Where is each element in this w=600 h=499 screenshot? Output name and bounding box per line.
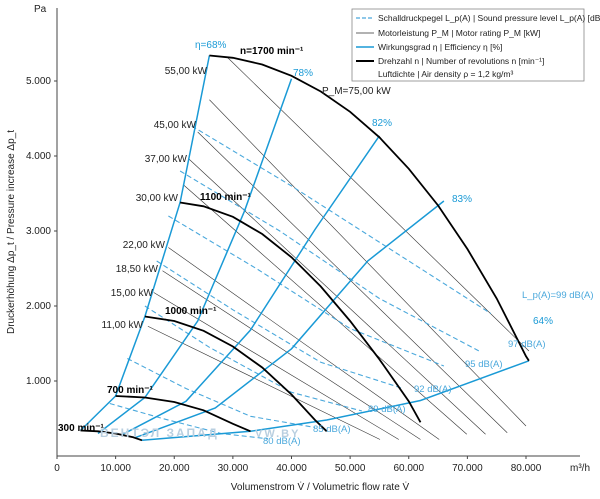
efficiency-line [135, 200, 445, 439]
x-tick-label: 0 [54, 463, 60, 474]
noise-label: L_p(A)=99 dB(A) [522, 290, 594, 301]
legend-box [351, 8, 585, 82]
legend-speed: Drehzahl n | Number of revolutions n [mi… [378, 56, 544, 66]
legend: Schalldruckpegel L_p(A) | Sound pressure… [351, 8, 600, 82]
noise-curve [191, 125, 492, 314]
speed-curve [179, 201, 422, 423]
legend-density: Luftdichte | Air density ρ = 1,2 kg/m³ [378, 69, 513, 79]
noise-curve [168, 215, 445, 367]
y-tick-label: 3.000 [26, 226, 51, 237]
legend-efficiency: Wirkungsgrad η | Efficiency η [%] [378, 42, 502, 52]
y-tick-label: 5.000 [26, 76, 51, 87]
noise-label: 80 dB(A) [263, 436, 301, 447]
speed-label: 300 min⁻¹ [58, 423, 105, 434]
noise-curve [109, 402, 269, 440]
speed-label: 1100 min⁻¹ [200, 192, 252, 203]
speed-curve [144, 315, 328, 432]
power-line [168, 247, 440, 440]
power-label: 11,00 kW [102, 320, 144, 331]
efficiency-lines [79, 55, 530, 442]
chart-labels: 55,00 kW 45,00 kW 37,00 kW 30,00 kW 22,00 kW… [58, 40, 594, 447]
x-axis-title: Volumenstrom V̇ / Volumetric flow rate V… [231, 480, 410, 493]
speed-label: 1000 min⁻¹ [165, 306, 217, 317]
power-line [209, 99, 527, 427]
noise-curve [144, 305, 363, 412]
power-label: 37,00 kW [145, 154, 188, 165]
x-tick-label: 40.000 [276, 463, 307, 474]
axis-ticks: 0 10.000 20.000 30.000 40.000 50.000 60.000 70.… [26, 76, 542, 474]
power-line [147, 325, 381, 440]
legend-noise: Schalldruckpegel L_p(A) | Sound pressure… [378, 13, 600, 23]
y-tick-label: 1.000 [26, 376, 51, 387]
speed-label: n=1700 min⁻¹ [240, 46, 304, 57]
power-label: 15,00 kW [111, 288, 154, 299]
efficiency-label: 64% [533, 316, 553, 327]
speed-curve [115, 395, 251, 433]
power-line [197, 131, 508, 433]
x-tick-label: 70.000 [452, 463, 483, 474]
x-tick-label: 80.000 [511, 463, 542, 474]
efficiency-line [97, 78, 293, 435]
noise-label: 92 dB(A) [414, 384, 452, 395]
efficiency-label: 83% [452, 194, 472, 205]
power-label: 45,00 kW [154, 120, 197, 131]
efficiency-label: 82% [372, 118, 392, 129]
power-label: 22,00 kW [123, 240, 166, 251]
y-tick-label: 2.000 [26, 301, 51, 312]
noise-label: 95 dB(A) [465, 359, 503, 370]
noise-label: 97 dB(A) [508, 339, 546, 350]
speed-curve [80, 429, 143, 442]
y-unit-label: Pa [34, 4, 47, 15]
noise-curves [109, 125, 492, 440]
y-axis-title: Druckerhöhung Δp_t / Pressure increase Δ… [6, 130, 17, 334]
legend-power: Motorleistung P_M | Motor rating P_M [kW… [378, 28, 540, 38]
x-tick-label: 50.000 [335, 463, 366, 474]
power-label: 55,00 kW [165, 66, 208, 77]
speed-label: 700 min⁻¹ [107, 385, 154, 396]
power-label-max: P_M=75,00 kW [322, 86, 391, 97]
speed-curves [80, 54, 530, 442]
noise-label: 85 dB(A) [313, 424, 351, 435]
speed-curve [209, 54, 530, 362]
x-unit-label: m³/h [570, 463, 590, 474]
power-label: 30,00 kW [136, 193, 179, 204]
x-tick-label: 30.000 [218, 463, 249, 474]
noise-curve [179, 170, 480, 352]
x-tick-label: 10.000 [100, 463, 131, 474]
noise-label: 89 dB(A) [368, 404, 406, 415]
watermark: ВЕНТЭЛ ЗАПАД [100, 426, 219, 440]
noise-curve [156, 260, 404, 390]
efficiency-line [141, 360, 530, 442]
efficiency-label: η=68% [195, 40, 227, 51]
power-label: 18,50 kW [116, 264, 159, 275]
efficiency-line [121, 135, 381, 436]
y-tick-label: 4.000 [26, 151, 51, 162]
x-tick-label: 20.000 [159, 463, 190, 474]
power-line-max [226, 56, 530, 352]
power-line [153, 292, 399, 440]
power-line [162, 270, 421, 440]
watermark-url: VW.BY [255, 428, 300, 440]
x-tick-label: 60.000 [393, 463, 424, 474]
efficiency-label: 78% [293, 68, 313, 79]
noise-curve [127, 358, 316, 429]
